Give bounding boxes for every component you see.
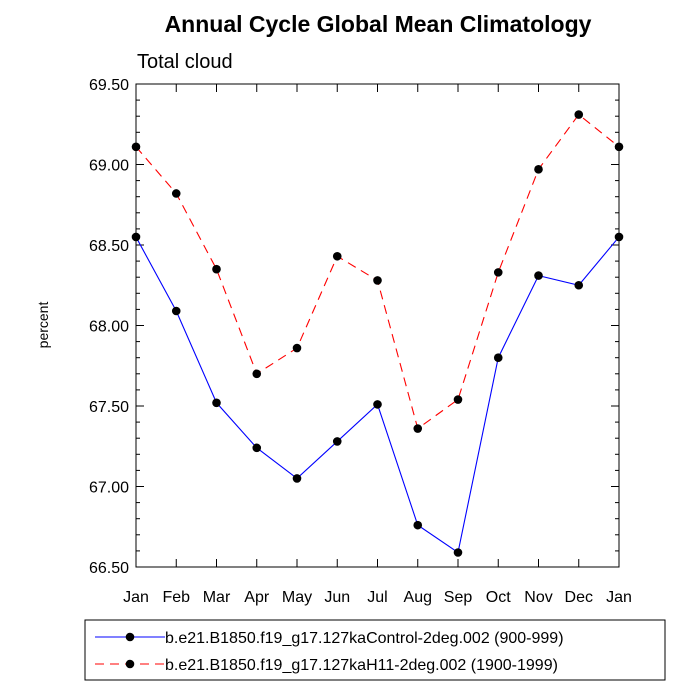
data-point [493, 268, 503, 277]
data-point [212, 398, 221, 408]
y-tick-label: 69.00 [89, 158, 129, 175]
chart-title: Annual Cycle Global Mean Climatology [165, 11, 592, 37]
data-point [453, 548, 463, 557]
legend-marker-1 [125, 632, 135, 642]
legend-label-2: b.e21.B1850.f19_g17.127kaH11-2deg.002 (1… [165, 657, 558, 674]
data-point [574, 110, 584, 119]
y-tick-label: 69.50 [89, 77, 129, 94]
chart-subtitle: Total cloud [137, 51, 233, 73]
x-tick-label: Oct [486, 589, 511, 606]
data-point [131, 232, 141, 242]
data-point [332, 251, 342, 261]
x-tick-label: Nov [524, 589, 552, 606]
data-point [292, 343, 302, 353]
data-point [373, 276, 382, 285]
data-point [413, 424, 423, 433]
series-layer [131, 110, 624, 557]
legend-box [84, 619, 666, 681]
axis-ticks: 66.50 67.00 67.50 68.00 68.50 69.00 69.50 Jan Fe… [89, 77, 632, 606]
plot-frame [135, 83, 620, 568]
data-point [292, 474, 302, 483]
y-tick-label: 66.50 [89, 560, 129, 577]
data-point [534, 165, 543, 174]
data-point [373, 400, 382, 409]
x-tick-label: Sep [444, 589, 473, 606]
y-tick-label: 67.00 [89, 480, 129, 497]
data-point [252, 443, 262, 453]
y-axis-label: percent [35, 302, 51, 349]
x-tick-label: Mar [203, 589, 231, 606]
y-tick-label: 68.50 [89, 238, 129, 255]
data-point [614, 232, 624, 242]
x-tick-label: Dec [565, 589, 593, 606]
x-tick-label: Jun [324, 589, 350, 606]
data-point [131, 142, 141, 152]
data-point [332, 437, 342, 446]
series-line-2 [135, 113, 620, 430]
x-tick-label: Feb [162, 589, 190, 606]
data-point [413, 520, 423, 530]
data-point [614, 142, 624, 152]
y-tick-label: 67.50 [89, 399, 129, 416]
legend-label-1: b.e21.B1850.f19_g17.127kaControl-2deg.00… [165, 630, 564, 647]
x-tick-label: Jan [123, 589, 149, 606]
x-tick-label: Jan [606, 589, 632, 606]
data-point [252, 369, 262, 379]
x-tick-label: Aug [404, 589, 432, 606]
data-point [171, 306, 181, 316]
x-tick-label: Jul [367, 589, 387, 606]
x-tick-label: May [282, 589, 312, 606]
x-tick-label: Apr [244, 589, 270, 606]
y-tick-label: 68.00 [89, 319, 129, 336]
data-point [453, 395, 463, 404]
legend-marker-2 [125, 659, 135, 669]
data-point [493, 353, 503, 363]
data-point [212, 264, 221, 274]
data-point [171, 189, 181, 198]
data-point [574, 280, 584, 290]
data-point [534, 271, 543, 280]
legend: b.e21.B1850.f19_g17.127kaControl-2deg.00… [84, 619, 666, 681]
